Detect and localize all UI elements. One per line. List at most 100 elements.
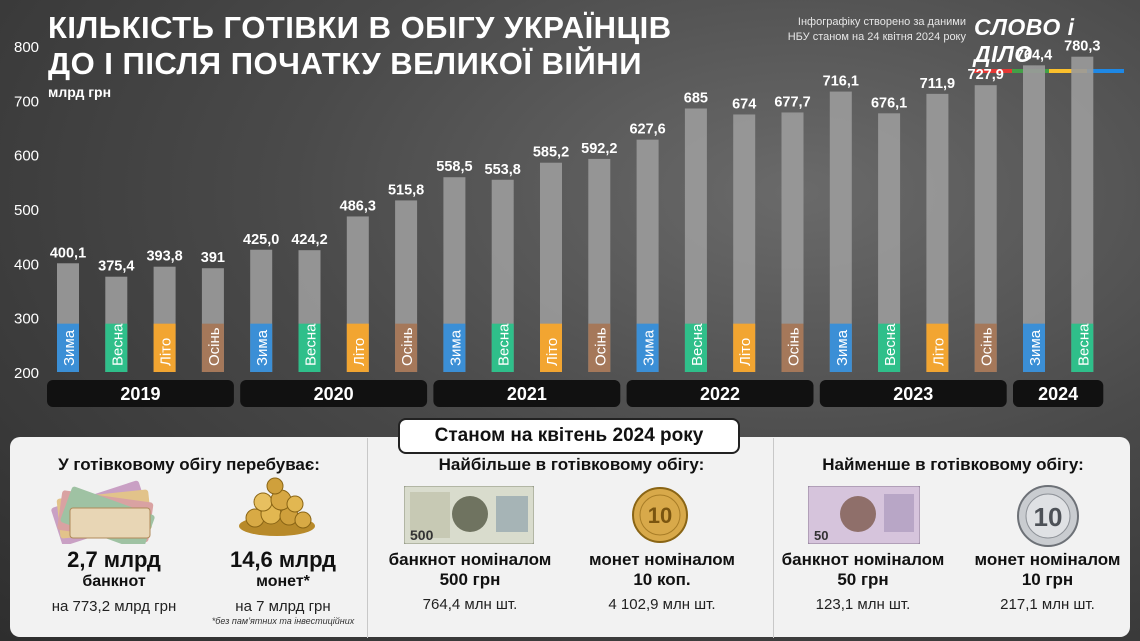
title-line-2: ДО І ПІСЛЯ ПОЧАТКУ ВЕЛИКОЇ ВІЙНИ: [48, 46, 642, 81]
summary-col-most: Найбільше в готівковому обігу:: [370, 449, 773, 475]
year-band: [47, 380, 234, 407]
season-label: Зима: [834, 329, 851, 366]
stat-line1: банкнот номіналом: [781, 550, 945, 569]
year-label: 2023: [893, 384, 933, 404]
value-label: 674: [732, 96, 756, 112]
value-label: 425,0: [243, 232, 279, 248]
value-label: 711,9: [920, 76, 956, 92]
coin-denomination: 10: [1034, 502, 1063, 532]
season-segment: [829, 323, 852, 372]
divider: [773, 438, 774, 638]
cash-bar-chart: 200 300 400 500 600 700 800 Зима 400,1 Весна 375,4…: [14, 39, 1104, 407]
divider: [367, 438, 368, 638]
season-label: Зима: [254, 329, 271, 366]
stat-most-banknote: банкнот номіналом 500 грн 764,4 млн шт.: [380, 550, 560, 613]
value-label: 764,4: [1016, 47, 1052, 63]
season-segment: [250, 323, 273, 372]
season-segment: [443, 323, 466, 372]
bar: [443, 177, 466, 372]
stat-line2: 10 грн: [1021, 570, 1074, 589]
coins-pile-icon: [239, 477, 315, 536]
stat-value: 2,7 млрд: [67, 547, 161, 572]
value-label: 685: [684, 90, 708, 106]
season-label: Весна: [1075, 323, 1092, 366]
season-segment: [974, 323, 997, 372]
season-label: Літо: [737, 338, 754, 366]
bar: [733, 114, 756, 373]
stat-line2: 500 грн: [439, 570, 501, 589]
y-tick-label: 500: [14, 202, 39, 219]
summary-panel: [10, 437, 1130, 637]
value-label: 716,1: [823, 74, 859, 90]
value-label: 558,5: [436, 159, 472, 175]
bar: [540, 162, 562, 372]
bar: [636, 139, 659, 372]
bar: [781, 112, 804, 372]
value-label: 780,3: [1064, 39, 1100, 55]
stat-count: 4 102,9 млн шт.: [608, 596, 716, 613]
year-band: [240, 380, 428, 407]
value-label: 486,3: [340, 198, 376, 214]
banknotes-stack-icon: [51, 480, 155, 544]
stat-most-coin: монет номіналом 10 коп. 4 102,9 млн шт.: [572, 550, 752, 613]
year-label: 2024: [1038, 384, 1078, 404]
stat-unit: монет*: [256, 573, 310, 590]
season-segment: [540, 323, 562, 372]
year-band: [626, 380, 814, 407]
season-label: Літо: [930, 338, 947, 366]
value-label: 515,8: [388, 182, 424, 198]
season-label: Весна: [496, 323, 513, 366]
year-label: 2020: [314, 384, 354, 404]
year-band: [1013, 380, 1104, 407]
unit-label: млрд грн: [48, 84, 112, 100]
y-tick-label: 700: [14, 93, 39, 110]
as-of-badge: Станом на квітень 2024 року: [398, 418, 740, 454]
note-denomination: 500: [410, 527, 434, 543]
stat-line1: монет номіналом: [588, 550, 736, 569]
value-label: 424,2: [291, 232, 327, 248]
stat-line1: монет номіналом: [974, 550, 1121, 569]
year-label: 2019: [120, 384, 160, 404]
season-label: Весна: [303, 323, 320, 366]
year-band: [819, 380, 1007, 407]
season-label: Зима: [447, 329, 464, 366]
value-label: 585,2: [533, 145, 569, 161]
bar: [926, 93, 949, 372]
source-line-1: Інфографіку створено за даними: [797, 16, 966, 28]
coin-10-kop-icon: 10: [632, 487, 688, 543]
year-band: [433, 380, 621, 407]
season-label: Весна: [882, 323, 899, 366]
banknote-500-icon: 500: [404, 486, 534, 544]
year-label: 2022: [700, 384, 740, 404]
season-label: Осінь: [206, 327, 223, 366]
coin-10-hrn-icon: 10: [1017, 485, 1079, 547]
value-label: 393,8: [146, 249, 182, 265]
note-denomination: 50: [814, 528, 828, 543]
stat-coins: 14,6 млрд монет* на 7 млрд грн *без пам’…: [208, 547, 358, 627]
col-heading: У готівковому обігу перебуває:: [58, 455, 320, 474]
y-tick-label: 800: [14, 39, 39, 56]
stat-count: 217,1 млн шт.: [1000, 596, 1095, 613]
stat-value: 14,6 млрд: [229, 547, 337, 572]
summary-col-total: У готівковому обігу перебуває:: [14, 449, 364, 475]
col-heading: Найбільше в готівковому обігу:: [438, 455, 705, 474]
value-label: 676,1: [871, 95, 907, 111]
season-segment: [346, 323, 369, 372]
logo-text: СЛОВО і ДІЛО: [974, 14, 1075, 67]
value-label: 375,4: [98, 259, 134, 275]
page-title: КІЛЬКІСТЬ ГОТІВКИ В ОБІГУ УКРАЇНЦІВ ДО І…: [48, 10, 672, 82]
season-label: Осінь: [592, 327, 609, 366]
stat-banknotes: 2,7 млрд банкнот на 773,2 млрд грн: [44, 547, 184, 616]
footnote: *без пам’ятних та інвестиційних: [211, 616, 355, 626]
coin-denomination: 10: [648, 503, 672, 528]
stat-line1: банкнот номіналом: [388, 550, 552, 569]
source-line-2: НБУ станом на 24 квітня 2024 року: [787, 31, 966, 43]
bar: [878, 113, 901, 372]
stat-count: 764,4 млн шт.: [422, 596, 518, 613]
season-label: Зима: [1027, 329, 1044, 366]
season-label: Літо: [351, 338, 368, 366]
season-segment: [878, 323, 901, 372]
stat-line2: 50 грн: [837, 570, 889, 589]
value-label: 727,9: [968, 67, 1004, 83]
